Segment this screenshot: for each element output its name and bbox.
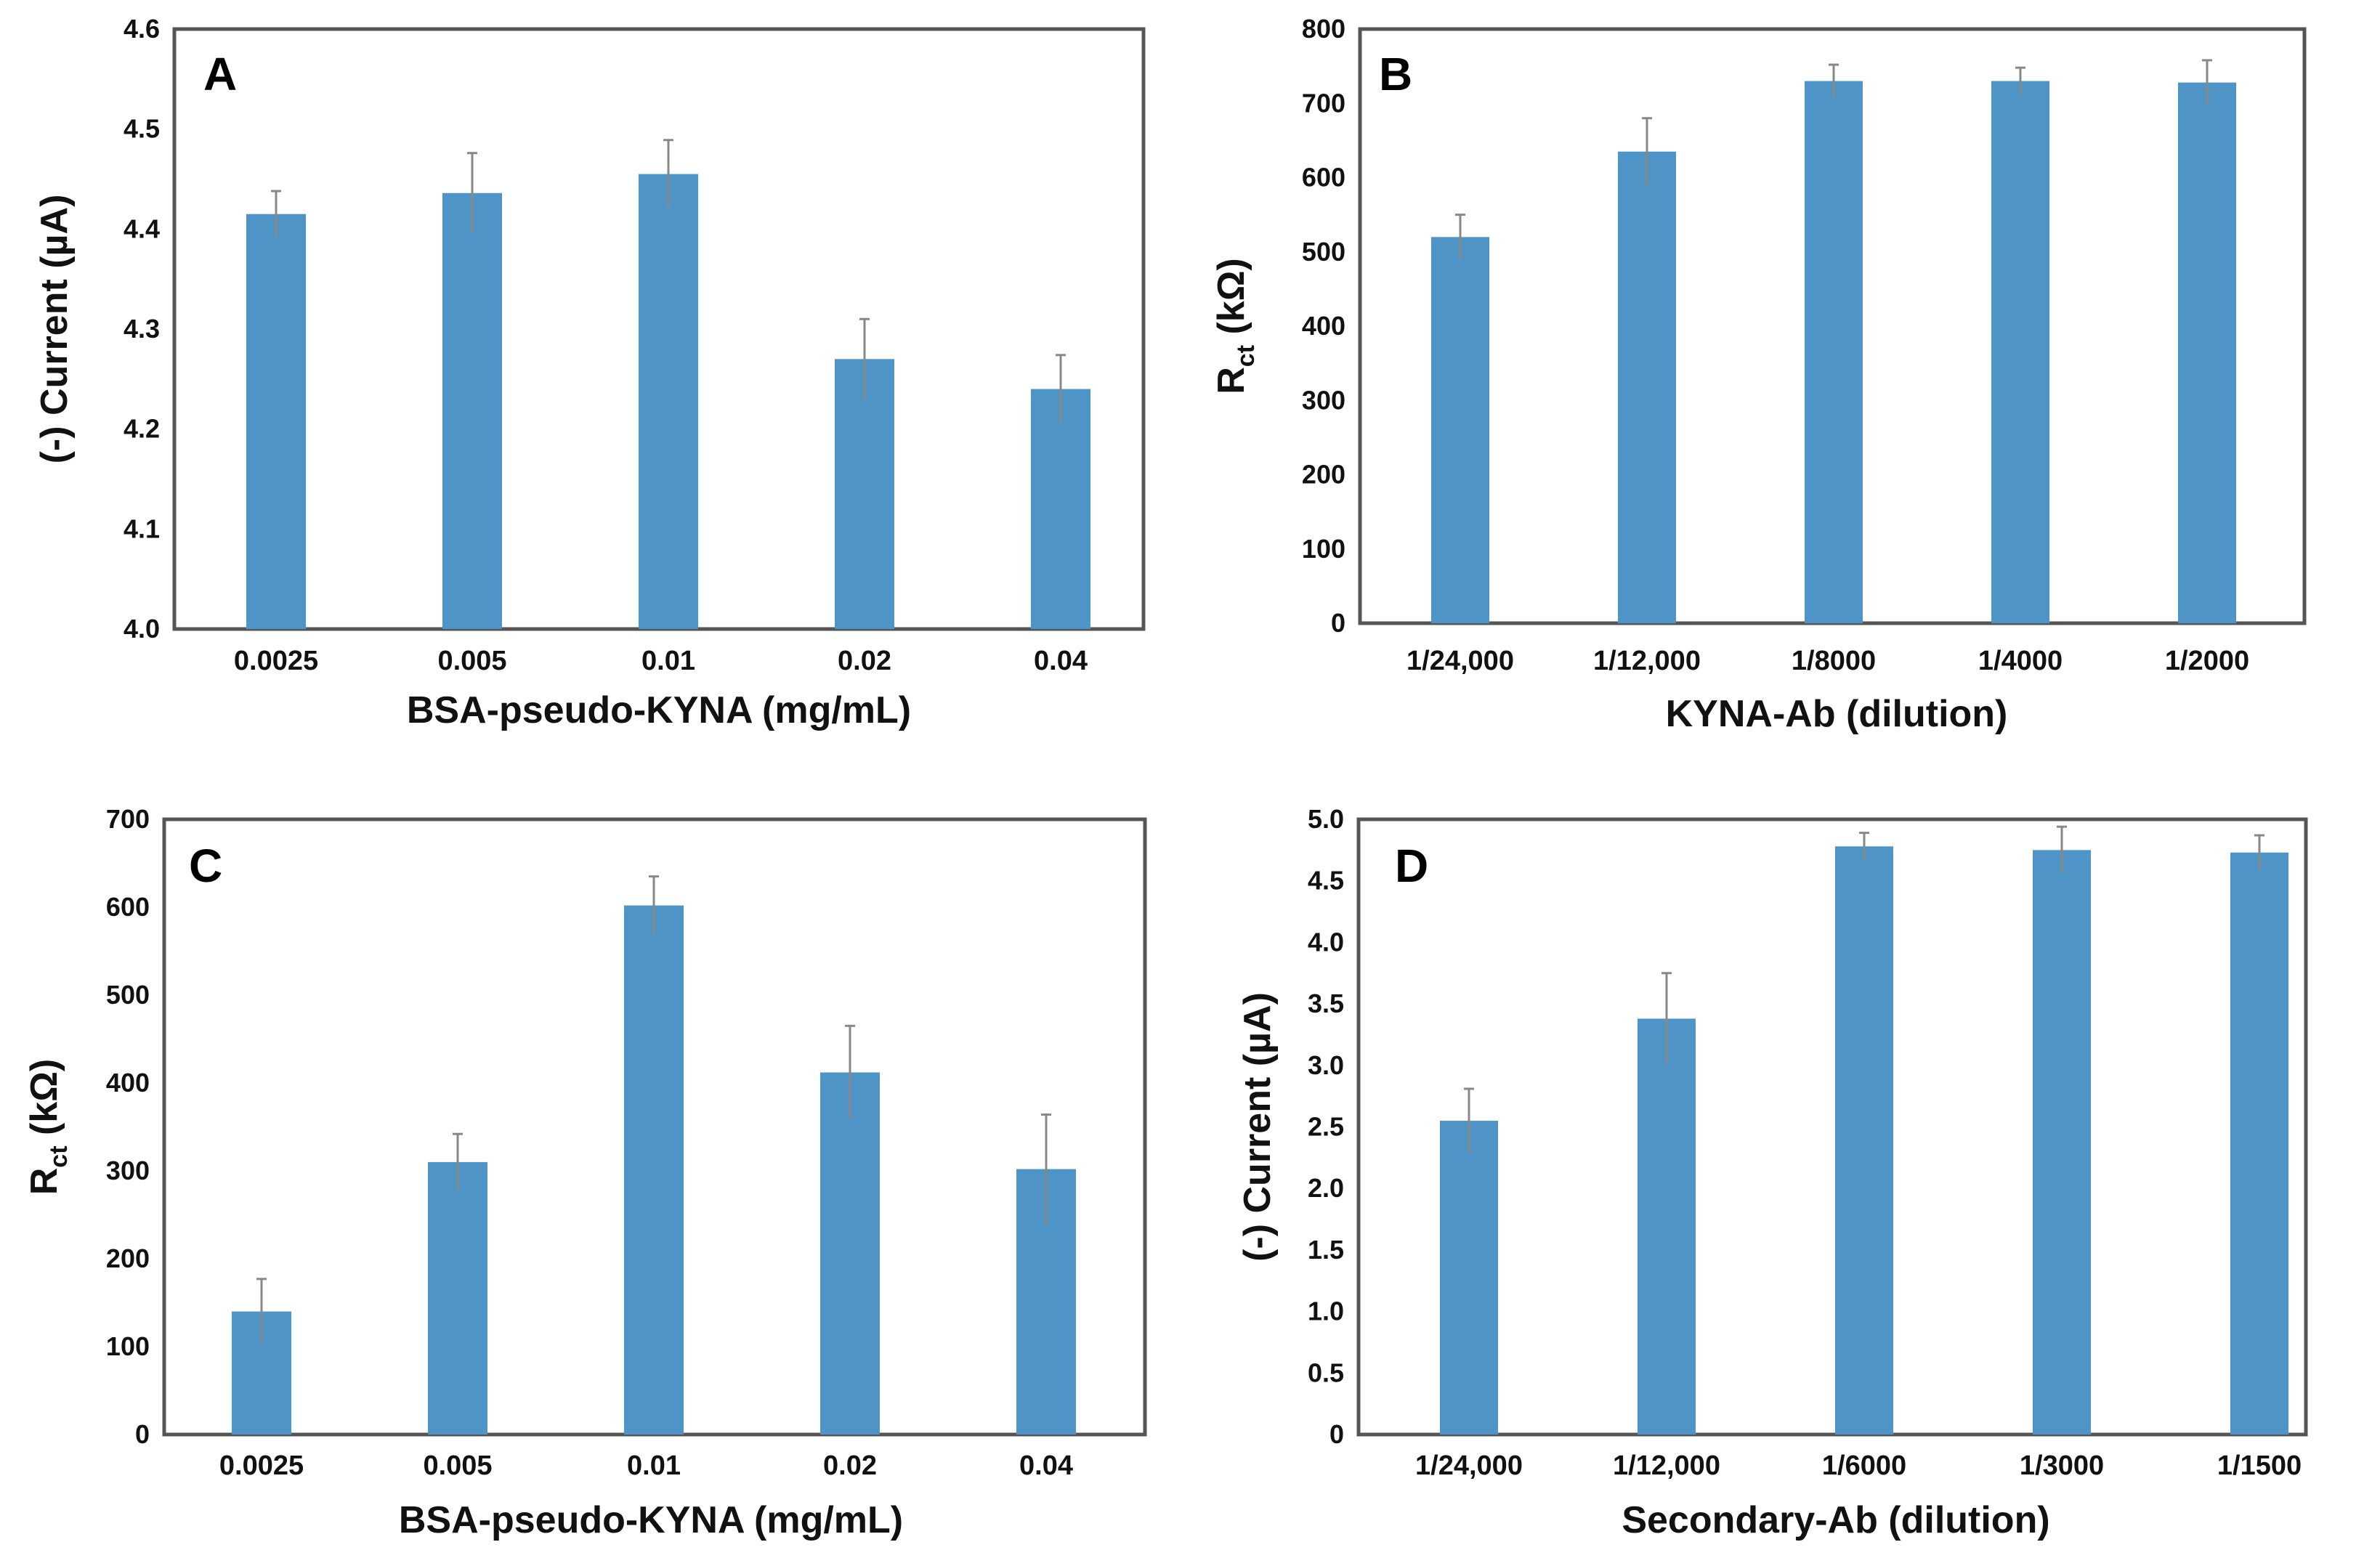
y-tick-label: 4.4 [124,214,160,243]
bar [1805,81,1863,623]
y-tick-label: 3.5 [1308,989,1344,1018]
y-axis-title-unit: (kΩ) [1210,258,1252,345]
y-tick-label: 100 [1302,534,1345,564]
y-tick-label: 3.0 [1308,1050,1344,1080]
x-tick-label: 0.04 [1019,1451,1073,1481]
y-tick-label: 0 [1329,1419,1344,1449]
bar [442,192,502,630]
y-tick-label: 4.0 [124,614,160,644]
y-tick-label: 100 [106,1331,150,1361]
bar [1618,151,1676,623]
y-axis-title-main: R [23,1168,65,1196]
y-axis-title: Rct (kΩ) [23,1059,73,1196]
y-axis-title-subscript: ct [45,1145,73,1167]
y-tick-label: 1.5 [1308,1235,1344,1265]
y-tick-label: 800 [1302,14,1345,44]
x-tick-label: 0.02 [823,1451,877,1481]
bar [1835,846,1893,1435]
y-axis-title-unit: (kΩ) [23,1059,65,1146]
bar [2033,850,2091,1435]
x-axis-title: BSA-pseudo-KYNA (mg/mL) [407,689,911,731]
x-tick-label: 0.005 [423,1451,492,1481]
y-tick-label: 2.5 [1308,1112,1344,1142]
bar [835,359,894,629]
bar [1431,237,1489,623]
x-tick-label: 0.04 [1034,646,1088,676]
y-tick-label: 600 [106,892,150,922]
chart-panel-c: 0 100 200 300 400 500 600 700 0.0025 0.005 0.01 0.0… [23,804,1147,1541]
y-tick-label: 400 [1302,311,1345,341]
x-tick-label: 1/12,000 [1613,1451,1720,1481]
x-tick-label: 1/3000 [2020,1451,2104,1481]
y-tick-label: 200 [106,1243,150,1273]
panel-letter: C [189,840,222,892]
x-tick-label: 1/1500 [2217,1451,2302,1481]
y-tick-label: 0 [135,1419,150,1449]
y-axis-title: Rct (kΩ) [1210,258,1260,394]
x-tick-label: 0.0025 [234,646,318,676]
bar [639,174,698,629]
y-tick-label: 700 [1302,88,1345,118]
y-axis-title: (-) Current (µA) [1236,992,1279,1262]
x-tick-label: 1/8000 [1792,646,1876,676]
bar [428,1161,487,1435]
x-tick-label: 1/2000 [2165,646,2249,676]
y-tick-label: 2.0 [1308,1173,1344,1203]
chart-panel-b: 0 100 200 300 400 500 600 700 800 1/24,000 1/12,00… [1210,14,2307,735]
y-tick-label: 400 [106,1068,150,1098]
y-tick-label: 300 [1302,385,1345,415]
y-tick-label: 4.5 [1308,866,1344,896]
y-axis-title-main: (-) Current (µA) [33,195,76,464]
y-tick-label: 4.2 [124,414,160,444]
x-axis-title: Secondary-Ab (dilution) [1622,1499,2049,1541]
x-tick-label: 0.01 [641,646,695,676]
bar [2178,82,2236,624]
chart-panel-d: 0 0.5 1.0 1.5 2.0 2.5 3.0 3.5 4.0 4.5 5.0 1/24,000 1… [1236,804,2308,1541]
y-tick-label: 500 [1302,237,1345,267]
y-axis-title: (-) Current (µA) [33,195,76,464]
plot-frame [1356,817,2308,1437]
bar [246,214,306,629]
y-axis-title-main: R [1210,367,1252,394]
bar [820,1072,880,1435]
chart-panel-a: 4.0 4.1 4.2 4.3 4.4 4.5 4.6 0.0025 0.005 0.01 0.02… [33,14,1146,731]
y-tick-label: 0 [1331,608,1345,638]
panel-letter: B [1379,48,1412,100]
x-tick-label: 1/24,000 [1406,646,1514,676]
panel-letter: A [203,48,237,100]
y-tick-label: 300 [106,1156,150,1185]
y-tick-label: 1.0 [1308,1297,1344,1326]
bar [1440,1121,1498,1435]
bar [2230,852,2288,1435]
y-tick-label: 4.3 [124,314,160,344]
x-axis-title: BSA-pseudo-KYNA (mg/mL) [399,1499,903,1541]
y-axis-title-subscript: ct [1232,345,1260,367]
panel-letter: D [1395,840,1428,892]
y-tick-label: 700 [106,804,150,834]
x-tick-label: 0.0025 [219,1451,304,1481]
bar [624,905,684,1435]
bar [1031,389,1090,629]
y-tick-label: 4.1 [124,514,160,543]
y-tick-label: 4.6 [124,14,160,44]
bar [1991,81,2049,623]
x-tick-label: 1/12,000 [1593,646,1701,676]
y-tick-label: 4.5 [124,114,160,144]
x-tick-label: 1/24,000 [1415,1451,1523,1481]
y-tick-label: 500 [106,980,150,1010]
x-tick-label: 0.01 [627,1451,681,1481]
x-tick-label: 0.02 [838,646,891,676]
x-tick-label: 1/6000 [1822,1451,1906,1481]
x-tick-label: 0.005 [437,646,506,676]
x-axis-title: KYNA-Ab (dilution) [1666,693,2008,735]
y-tick-label: 600 [1302,163,1345,192]
bar [1638,1018,1696,1435]
y-tick-label: 0.5 [1308,1358,1344,1387]
y-tick-label: 4.0 [1308,927,1344,957]
y-axis-title-main: (-) Current (µA) [1236,992,1279,1262]
x-tick-label: 1/4000 [1978,646,2063,676]
y-tick-label: 5.0 [1308,804,1344,834]
y-tick-label: 200 [1302,460,1345,490]
